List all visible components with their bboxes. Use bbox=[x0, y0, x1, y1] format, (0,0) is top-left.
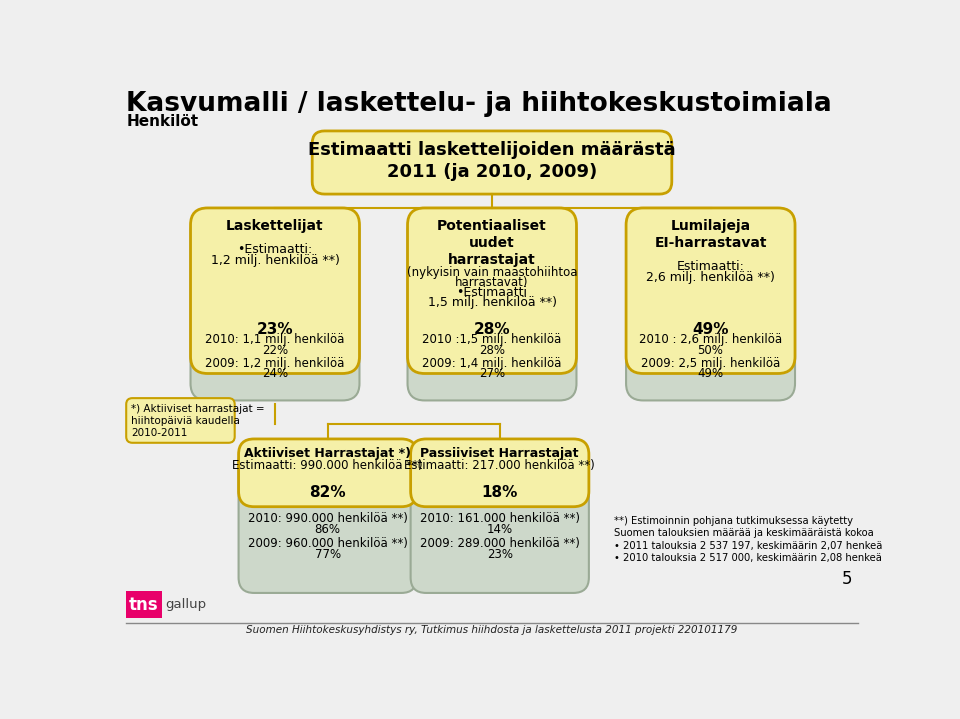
Text: 1,2 milj. henkilöä **): 1,2 milj. henkilöä **) bbox=[210, 254, 340, 267]
FancyBboxPatch shape bbox=[411, 446, 588, 593]
Text: 2009: 289.000 henkilöä **): 2009: 289.000 henkilöä **) bbox=[420, 538, 580, 551]
Text: 2010: 990.000 henkilöä **): 2010: 990.000 henkilöä **) bbox=[248, 512, 408, 525]
Text: Kasvumalli / laskettelu- ja hiihtokeskustoimiala: Kasvumalli / laskettelu- ja hiihtokeskus… bbox=[126, 91, 832, 117]
FancyBboxPatch shape bbox=[239, 446, 417, 593]
Text: (nykyisin vain maastohiihtoa: (nykyisin vain maastohiihtoa bbox=[407, 266, 577, 279]
Text: Estimaatti: 990.000 henkilöä **): Estimaatti: 990.000 henkilöä **) bbox=[232, 459, 423, 472]
Text: 2009: 960.000 henkilöä **): 2009: 960.000 henkilöä **) bbox=[248, 538, 408, 551]
Text: Aktiiviset Harrastajat *): Aktiiviset Harrastajat *) bbox=[244, 446, 411, 459]
Text: 23%: 23% bbox=[487, 549, 513, 562]
Text: harrastavat): harrastavat) bbox=[455, 275, 529, 289]
Text: gallup: gallup bbox=[165, 597, 206, 610]
Text: 50%: 50% bbox=[698, 344, 724, 357]
Text: 27%: 27% bbox=[479, 367, 505, 380]
Text: 49%: 49% bbox=[692, 322, 729, 337]
Text: 1,5 milj. henkilöä **): 1,5 milj. henkilöä **) bbox=[427, 296, 557, 309]
Text: Estimaatti: 217.000 henkilöä **): Estimaatti: 217.000 henkilöä **) bbox=[404, 459, 595, 472]
Text: 2010 :1,5 milj. henkilöä: 2010 :1,5 milj. henkilöä bbox=[422, 334, 562, 347]
Text: 2010: 161.000 henkilöä **): 2010: 161.000 henkilöä **) bbox=[420, 512, 580, 525]
FancyBboxPatch shape bbox=[312, 131, 672, 194]
Text: 24%: 24% bbox=[262, 367, 288, 380]
Text: •Estimaatti: •Estimaatti bbox=[457, 285, 527, 298]
Text: 22%: 22% bbox=[262, 344, 288, 357]
FancyBboxPatch shape bbox=[411, 439, 588, 507]
Text: Suomen Hiihtokeskusyhdistys ry, Tutkimus hiihdosta ja laskettelusta 2011 projekt: Suomen Hiihtokeskusyhdistys ry, Tutkimus… bbox=[247, 626, 737, 636]
Text: Laskettelijat: Laskettelijat bbox=[227, 219, 324, 233]
FancyBboxPatch shape bbox=[626, 208, 795, 373]
FancyBboxPatch shape bbox=[626, 214, 795, 400]
Text: 77%: 77% bbox=[315, 549, 341, 562]
Text: 82%: 82% bbox=[309, 485, 346, 500]
Text: tns: tns bbox=[129, 596, 158, 614]
FancyBboxPatch shape bbox=[239, 439, 417, 507]
Text: •Estimaatti:: •Estimaatti: bbox=[237, 243, 313, 257]
FancyBboxPatch shape bbox=[126, 592, 162, 618]
Text: 28%: 28% bbox=[479, 344, 505, 357]
Text: **) Estimoinnin pohjana tutkimuksessa käytetty
Suomen talouksien määrää ja keski: **) Estimoinnin pohjana tutkimuksessa kä… bbox=[614, 516, 883, 563]
Text: 14%: 14% bbox=[487, 523, 513, 536]
Text: 18%: 18% bbox=[482, 485, 518, 500]
Text: Passiiviset Harrastajat: Passiiviset Harrastajat bbox=[420, 446, 579, 459]
Text: 86%: 86% bbox=[315, 523, 341, 536]
Text: 5: 5 bbox=[842, 570, 852, 588]
FancyBboxPatch shape bbox=[408, 214, 576, 400]
Text: 2,6 milj. henkilöä **): 2,6 milj. henkilöä **) bbox=[646, 271, 775, 284]
Text: Henkilöt: Henkilöt bbox=[126, 114, 199, 129]
Text: 49%: 49% bbox=[698, 367, 724, 380]
Text: 28%: 28% bbox=[473, 322, 511, 337]
Text: Estimaatti laskettelijoiden määrästä
2011 (ja 2010, 2009): Estimaatti laskettelijoiden määrästä 201… bbox=[308, 141, 676, 181]
Text: *) Aktiiviset harrastajat =
hiihtopäiviä kaudella
2010-2011: *) Aktiiviset harrastajat = hiihtopäiviä… bbox=[131, 403, 264, 439]
Text: 23%: 23% bbox=[256, 322, 294, 337]
Text: 2009: 2,5 milj. henkilöä: 2009: 2,5 milj. henkilöä bbox=[641, 357, 780, 370]
FancyBboxPatch shape bbox=[190, 214, 359, 400]
FancyBboxPatch shape bbox=[408, 208, 576, 373]
Text: 2009: 1,4 milj. henkilöä: 2009: 1,4 milj. henkilöä bbox=[422, 357, 562, 370]
Text: Potentiaaliset
uudet
harrastajat: Potentiaaliset uudet harrastajat bbox=[437, 219, 547, 267]
Text: Estimaatti:: Estimaatti: bbox=[677, 260, 745, 273]
Text: 2009: 1,2 milj. henkilöä: 2009: 1,2 milj. henkilöä bbox=[205, 357, 345, 370]
FancyBboxPatch shape bbox=[190, 208, 359, 373]
FancyBboxPatch shape bbox=[126, 398, 234, 443]
Text: 2010 : 2,6 milj. henkilöä: 2010 : 2,6 milj. henkilöä bbox=[639, 334, 782, 347]
Text: Lumilajeja
EI-harrastavat: Lumilajeja EI-harrastavat bbox=[655, 219, 767, 250]
Text: 2010: 1,1 milj. henkilöä: 2010: 1,1 milj. henkilöä bbox=[205, 334, 345, 347]
